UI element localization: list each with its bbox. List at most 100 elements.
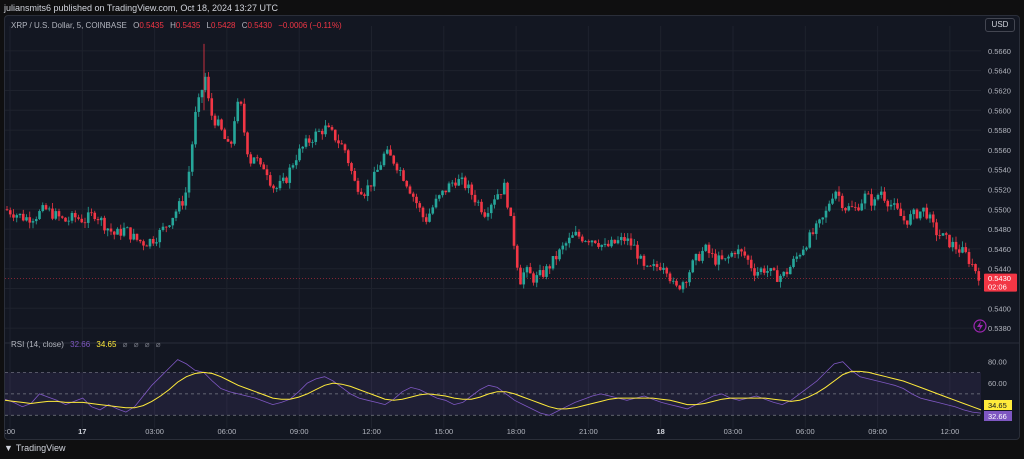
candle-body (356, 180, 360, 192)
candle-body (177, 201, 181, 212)
rsi-tag-bg (984, 411, 1012, 421)
candle-body (675, 280, 678, 286)
candle-body (834, 191, 838, 199)
candle-body (691, 260, 695, 273)
price-tick-label: 0.5560 (988, 146, 1011, 155)
price-tick-label: 0.5440 (988, 265, 1011, 274)
candle-body (717, 255, 721, 265)
candle-body (80, 218, 84, 223)
candle-body (525, 267, 529, 273)
rsi-label[interactable]: RSI (14, close) (11, 340, 64, 349)
candle-body (762, 268, 766, 273)
candle-body (746, 255, 750, 260)
candle-body (886, 200, 890, 207)
price-tick-label: 0.5640 (988, 67, 1011, 76)
symbol-name[interactable]: XRP / U.S. Dollar, 5, COINBASE (11, 21, 127, 30)
candle-body (928, 214, 932, 219)
candle-body (242, 103, 246, 133)
candle-body (418, 203, 422, 208)
low-value: 0.5428 (211, 21, 236, 30)
candle-body (317, 130, 321, 132)
candle-body (54, 211, 58, 219)
candle-body (957, 249, 961, 253)
low-label: L (206, 21, 211, 30)
candle-body (636, 244, 639, 259)
candle-body (119, 228, 123, 236)
candle-body (359, 191, 363, 195)
candle-body (720, 255, 724, 260)
rsi-tick-label: 60.00 (988, 379, 1007, 388)
candle-body (964, 247, 968, 253)
candle-body (463, 177, 467, 189)
candle-body (275, 188, 279, 189)
tradingview-logo-icon: ▼ (4, 443, 13, 453)
candle-body (405, 180, 409, 187)
candle-body (372, 171, 376, 187)
candle-body (766, 271, 769, 273)
candle-body (207, 76, 210, 99)
candle-body (808, 232, 812, 248)
candle-body (740, 249, 743, 252)
replay-lightning-icon[interactable] (973, 319, 987, 333)
time-tick-label: 15:00 (434, 427, 453, 436)
candle-body (967, 252, 971, 264)
time-tick-label: 17 (78, 427, 86, 436)
candle-body (873, 199, 877, 206)
candle-body (788, 266, 792, 275)
candle-body (502, 182, 506, 195)
candle-body (629, 238, 633, 246)
candle-body (831, 198, 834, 204)
candle-body (837, 191, 841, 196)
candle-body (925, 207, 929, 219)
currency-button[interactable]: USD (985, 18, 1015, 32)
candle-body (158, 229, 162, 243)
candle-body (229, 141, 233, 144)
candle-body (970, 263, 974, 265)
candle-body (281, 177, 285, 181)
candle-body (285, 177, 288, 183)
candle-body (60, 216, 64, 218)
candle-body (272, 185, 275, 189)
candle-body (428, 213, 431, 222)
candle-body (424, 217, 428, 222)
candle-body (116, 228, 119, 235)
candle-body (12, 214, 15, 218)
candle-body (694, 253, 698, 261)
candle-body (727, 256, 730, 259)
rsi-ma-value: 34.65 (96, 340, 117, 349)
candle-body (506, 182, 509, 208)
candle-body (811, 232, 815, 234)
price-tick-label: 0.5580 (988, 126, 1011, 135)
candle-body (233, 121, 236, 144)
candle-body (782, 271, 786, 276)
chart-panel[interactable]: 0.53800.54000.54200.54400.54600.54800.55… (4, 15, 1020, 440)
price-tick-label: 0.5600 (988, 106, 1011, 115)
time-tick-label: 06:00 (796, 427, 815, 436)
candle-body (554, 256, 558, 260)
high-value: 0.5435 (175, 21, 201, 30)
candle-body (398, 170, 402, 172)
candle-body (249, 154, 253, 164)
rsi-value: 32.66 (70, 340, 91, 349)
candle-body (41, 205, 45, 212)
chart-canvas[interactable]: 0.53800.54000.54200.54400.54600.54800.55… (5, 16, 1020, 440)
candle-body (493, 199, 496, 205)
candle-body (772, 268, 776, 271)
candle-body (749, 259, 753, 269)
candle-body (103, 217, 106, 231)
candle-body (795, 256, 799, 259)
candle-body (684, 282, 688, 283)
candle-body (626, 238, 630, 241)
candle-body (974, 264, 977, 272)
footer-brand[interactable]: TradingView (15, 443, 66, 453)
candle-body (64, 217, 67, 222)
candle-body (330, 127, 334, 130)
rsi-axis[interactable]: 80.00 60.00 (988, 358, 1007, 388)
candle-body (941, 233, 945, 236)
candle-body (733, 252, 737, 255)
candle-body (649, 265, 652, 267)
candle-body (311, 141, 314, 143)
candle-body (847, 206, 851, 211)
time-axis[interactable]: :00 17 03:00 06:00 09:00 12:00 15:00 18:00 21:00… (5, 427, 959, 436)
candle-body (701, 250, 704, 261)
